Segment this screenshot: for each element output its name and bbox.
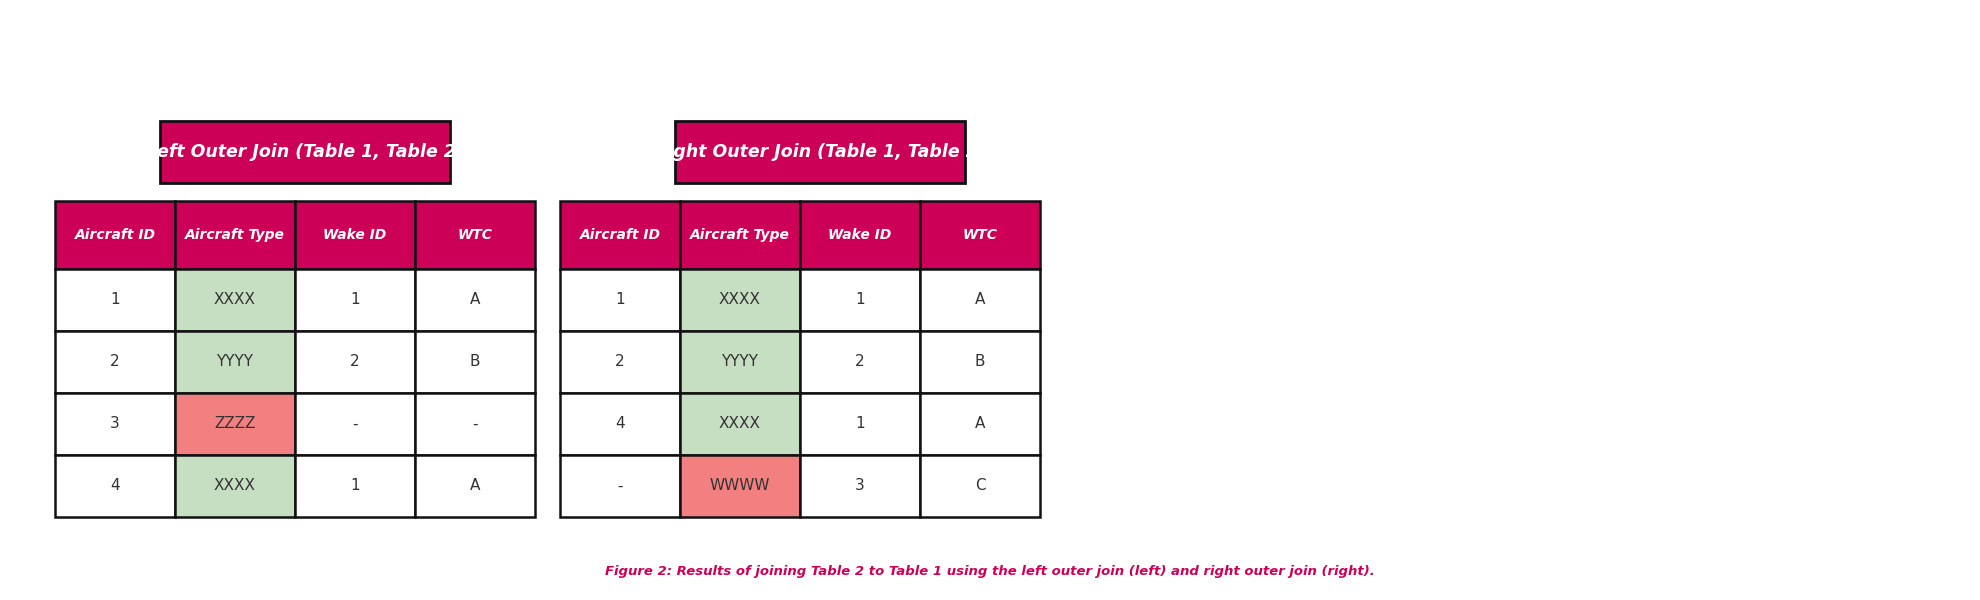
Text: A: A (974, 416, 986, 431)
Text: Aircraft ID: Aircraft ID (75, 228, 156, 242)
Text: WTC: WTC (457, 228, 493, 242)
Text: 4: 4 (616, 416, 626, 431)
Bar (174, 393, 295, 455)
Text: 4: 4 (111, 479, 121, 493)
Bar (416, 393, 535, 455)
Bar (921, 269, 1040, 331)
Text: Wake ID: Wake ID (323, 228, 386, 242)
Bar (174, 269, 295, 331)
Text: Left Outer Join (Table 1, Table 2): Left Outer Join (Table 1, Table 2) (147, 143, 463, 161)
Bar (174, 455, 295, 517)
Text: 3: 3 (111, 416, 121, 431)
Bar (560, 331, 679, 393)
Text: A: A (469, 479, 481, 493)
Bar (416, 269, 535, 331)
Text: A: A (974, 292, 986, 307)
Bar (921, 393, 1040, 455)
Bar (295, 269, 416, 331)
Bar (174, 331, 295, 393)
Text: -: - (352, 416, 358, 431)
Bar (679, 201, 800, 269)
Text: XXXX: XXXX (719, 292, 760, 307)
Text: 1: 1 (111, 292, 121, 307)
Bar (800, 201, 921, 269)
Text: YYYY: YYYY (216, 355, 253, 370)
Text: 3: 3 (855, 479, 865, 493)
Text: ZZZZ: ZZZZ (214, 416, 255, 431)
Bar (55, 455, 174, 517)
Bar (295, 455, 416, 517)
Bar (174, 201, 295, 269)
Text: 1: 1 (855, 416, 865, 431)
Text: 2: 2 (350, 355, 360, 370)
Bar (416, 455, 535, 517)
Bar (55, 201, 174, 269)
Bar (679, 455, 800, 517)
Text: WWWW: WWWW (709, 479, 770, 493)
Bar (295, 393, 416, 455)
Bar (921, 201, 1040, 269)
Bar (675, 121, 964, 183)
Bar (679, 393, 800, 455)
Bar (560, 393, 679, 455)
Text: XXXX: XXXX (719, 416, 760, 431)
Text: XXXX: XXXX (214, 479, 255, 493)
Bar (679, 269, 800, 331)
Bar (55, 331, 174, 393)
Bar (921, 331, 1040, 393)
Bar (800, 393, 921, 455)
Bar (416, 331, 535, 393)
Bar (560, 201, 679, 269)
Text: Right Outer Join (Table 1, Table 2): Right Outer Join (Table 1, Table 2) (653, 143, 986, 161)
Text: Figure 2: Results of joining Table 2 to Table 1 using the left outer join (left): Figure 2: Results of joining Table 2 to … (606, 565, 1374, 578)
Text: Wake ID: Wake ID (828, 228, 891, 242)
Bar (160, 121, 449, 183)
Text: 2: 2 (855, 355, 865, 370)
Text: YYYY: YYYY (721, 355, 758, 370)
Bar (55, 269, 174, 331)
Text: C: C (974, 479, 986, 493)
Text: 1: 1 (350, 479, 360, 493)
Text: -: - (473, 416, 477, 431)
Text: -: - (618, 479, 624, 493)
Bar (921, 455, 1040, 517)
Bar (55, 393, 174, 455)
Text: B: B (974, 355, 986, 370)
Bar (800, 455, 921, 517)
Text: Aircraft Type: Aircraft Type (691, 228, 790, 242)
Text: B: B (469, 355, 481, 370)
Text: A: A (469, 292, 481, 307)
Text: 1: 1 (616, 292, 626, 307)
Text: 1: 1 (350, 292, 360, 307)
Bar (295, 201, 416, 269)
Bar (800, 331, 921, 393)
Bar (800, 269, 921, 331)
Bar (416, 201, 535, 269)
Bar (560, 455, 679, 517)
Bar (560, 269, 679, 331)
Text: 2: 2 (111, 355, 121, 370)
Text: 2: 2 (616, 355, 626, 370)
Text: 1: 1 (855, 292, 865, 307)
Text: XXXX: XXXX (214, 292, 255, 307)
Text: WTC: WTC (962, 228, 998, 242)
Bar (679, 331, 800, 393)
Text: Aircraft Type: Aircraft Type (184, 228, 285, 242)
Text: Aircraft ID: Aircraft ID (580, 228, 661, 242)
Bar (295, 331, 416, 393)
